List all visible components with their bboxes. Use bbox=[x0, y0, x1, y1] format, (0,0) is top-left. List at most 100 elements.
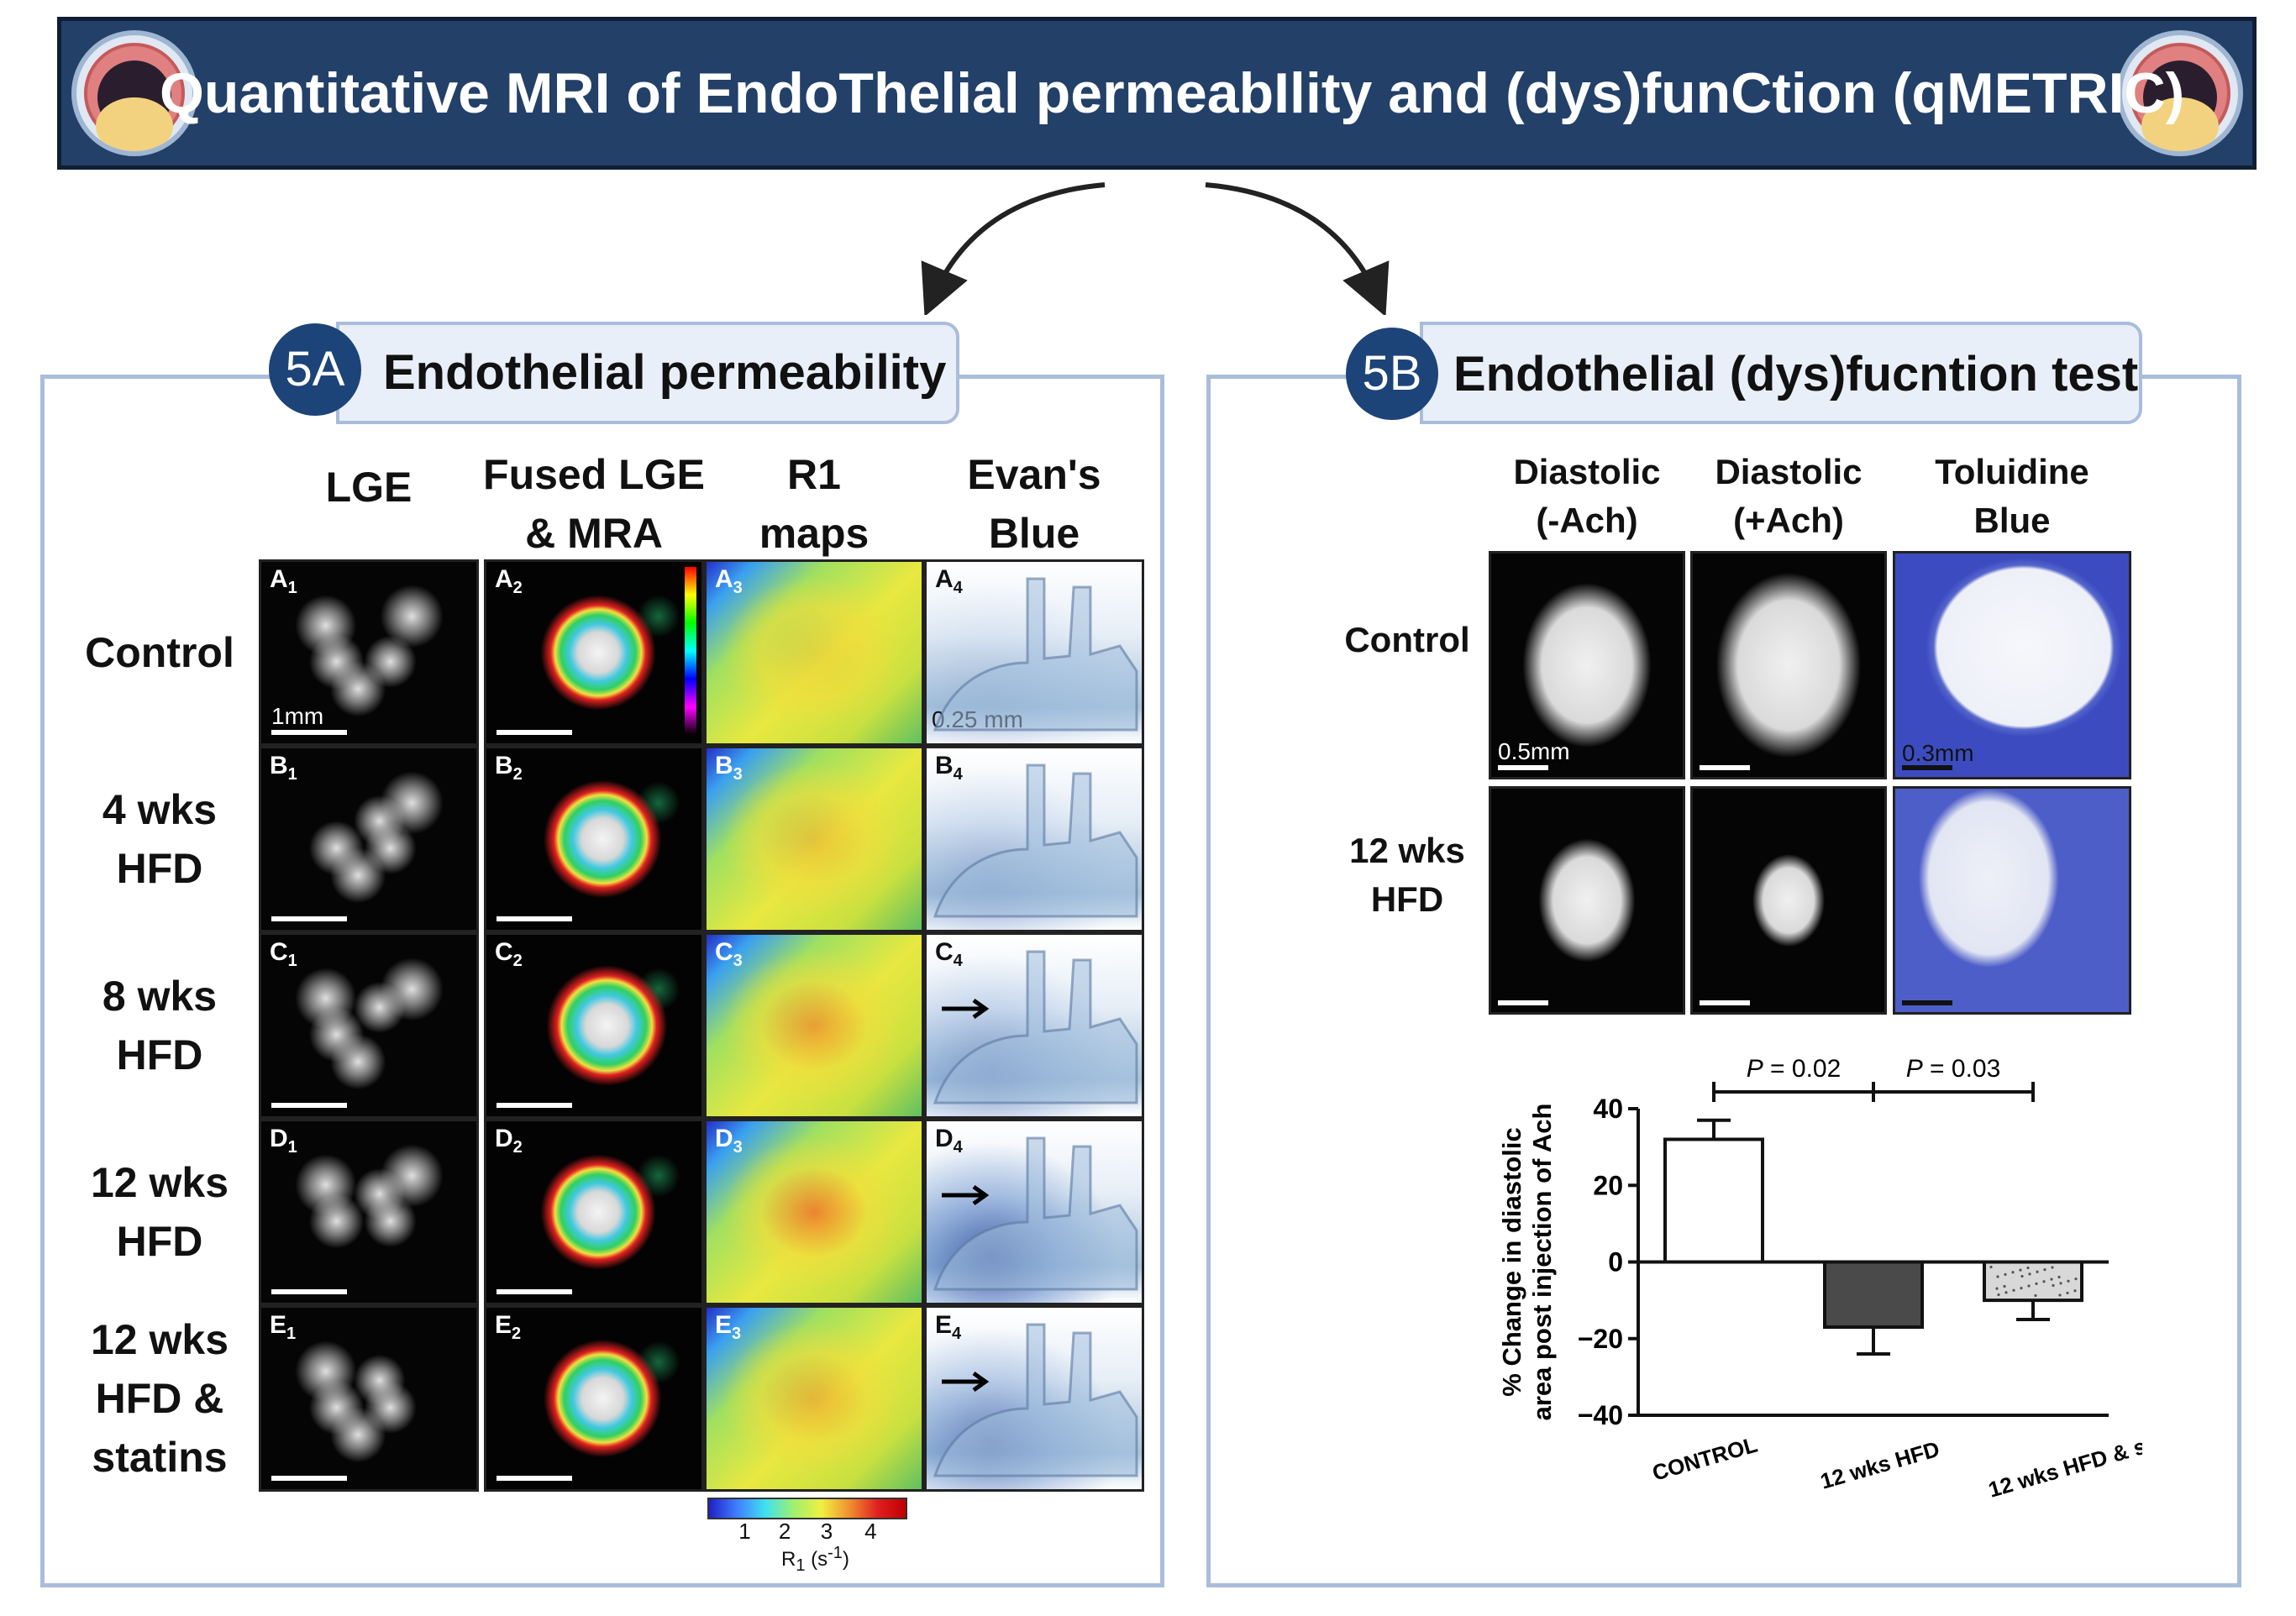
scale-bar bbox=[1498, 765, 1548, 770]
b-image-cell-0-0: 0.5mm bbox=[1489, 551, 1685, 779]
p-value: = 0.03 bbox=[1923, 1055, 2001, 1083]
cell-subscript: 3 bbox=[733, 765, 743, 784]
cell-subscript: 3 bbox=[733, 952, 743, 970]
cell-label: D2 bbox=[495, 1125, 523, 1157]
bar-stipple bbox=[2026, 1266, 2030, 1270]
cell-letter: A bbox=[495, 565, 513, 593]
bar-stipple bbox=[2036, 1270, 2039, 1273]
cell-subscript: 1 bbox=[287, 952, 297, 970]
bar-stipple bbox=[2067, 1279, 2070, 1283]
bar-0 bbox=[1663, 1137, 1764, 1264]
cell-subscript: 2 bbox=[512, 765, 523, 784]
scale-bar bbox=[1902, 1000, 1952, 1005]
image-cell-c2: C2 bbox=[484, 932, 704, 1119]
image-cell-e2: E2 bbox=[484, 1305, 704, 1492]
image-cell-e3: E3 bbox=[704, 1305, 924, 1492]
bar-stipple bbox=[1989, 1265, 1993, 1269]
y-tick-label: 0 bbox=[1608, 1247, 1623, 1278]
y-tick-label: −40 bbox=[1578, 1400, 1623, 1430]
image-cell-c3: C3 bbox=[704, 932, 924, 1119]
cell-label: B4 bbox=[935, 752, 963, 784]
bar-stipple bbox=[2042, 1280, 2046, 1283]
cell-label: E1 bbox=[270, 1311, 296, 1344]
cell-letter: E bbox=[935, 1311, 953, 1339]
cell-letter: B bbox=[935, 752, 954, 779]
image-cell-a2: A2 bbox=[484, 559, 704, 746]
row-label-1: 4 wks HFD bbox=[102, 786, 218, 892]
column-header-1: Fused LGE & MRA bbox=[483, 451, 705, 557]
image-cell-a3: A3 bbox=[704, 559, 924, 746]
bar-stipple bbox=[2057, 1275, 2061, 1279]
colorbar-tick: 1 bbox=[738, 1519, 751, 1544]
cell-label: C2 bbox=[495, 938, 523, 971]
cell-subscript: 3 bbox=[733, 579, 743, 597]
arrow-left bbox=[921, 182, 1106, 315]
colorbar-tick: 3 bbox=[820, 1519, 833, 1544]
b-column-header-2: Toluidine Blue bbox=[1935, 452, 2089, 540]
aortic-arch-drawing bbox=[933, 950, 1138, 1104]
column-header-0: LGE bbox=[325, 464, 412, 511]
bar-stipple bbox=[1997, 1293, 2000, 1297]
y-axis-label: area post injection of Ach bbox=[1527, 1104, 1557, 1421]
cell-label: B2 bbox=[495, 752, 523, 784]
cell-subscript: 2 bbox=[512, 1325, 522, 1343]
panel-5a-tab bbox=[336, 322, 959, 424]
aortic-arch-drawing bbox=[933, 1323, 1138, 1477]
column-header-3: Evan's Blue bbox=[967, 451, 1101, 557]
scale-bar bbox=[497, 1103, 572, 1108]
cell-label: C4 bbox=[935, 938, 963, 971]
cell-letter: C bbox=[495, 938, 513, 966]
cell-label: A1 bbox=[270, 565, 297, 598]
aortic-arch-drawing bbox=[933, 763, 1138, 918]
cell-letter: C bbox=[935, 938, 954, 966]
cell-subscript: 1 bbox=[287, 579, 297, 597]
scale-bar bbox=[271, 1289, 347, 1294]
aorta-shape bbox=[933, 577, 1138, 732]
scale-bar bbox=[497, 1289, 572, 1294]
cell-label: C1 bbox=[270, 938, 297, 971]
scale-bar bbox=[1700, 1000, 1750, 1005]
scale-bar bbox=[271, 1103, 347, 1108]
bar-stipple bbox=[2011, 1271, 2015, 1274]
aorta-shape bbox=[933, 1136, 1138, 1291]
p-symbol: P bbox=[1747, 1055, 1763, 1083]
cell-subscript: 3 bbox=[732, 1325, 742, 1343]
bar-stipple bbox=[2004, 1291, 2008, 1294]
bar-stipple bbox=[2073, 1289, 2077, 1293]
bar-stipple bbox=[2028, 1272, 2031, 1276]
aorta-shape bbox=[933, 1323, 1138, 1477]
image-cell-d1: D1 bbox=[259, 1119, 479, 1305]
image-cell-e4: E4 bbox=[924, 1305, 1144, 1492]
b-image-cell-0-2: 0.3mm bbox=[1893, 551, 2131, 779]
bar-stipple bbox=[2066, 1291, 2069, 1294]
cell-label: A3 bbox=[715, 565, 743, 598]
bar-stipple bbox=[2058, 1293, 2062, 1297]
vessel-cross-section-icon bbox=[2117, 30, 2243, 156]
row-label-0: Control bbox=[85, 629, 234, 676]
cell-letter: E bbox=[270, 1311, 287, 1339]
image-cell-c4: C4 bbox=[924, 932, 1144, 1119]
arrow-right bbox=[1205, 182, 1390, 315]
b-image-cell-1-0 bbox=[1489, 786, 1685, 1015]
cell-label: E2 bbox=[495, 1311, 521, 1344]
scale-bar bbox=[271, 1476, 347, 1481]
colorbar-label: R1 (s-1) bbox=[781, 1544, 849, 1575]
p-value-label: P = 0.03 bbox=[1906, 1055, 2001, 1083]
intensity-colorbar bbox=[685, 567, 696, 735]
bar-stipple bbox=[2051, 1266, 2054, 1269]
y-tick-label: 20 bbox=[1593, 1170, 1623, 1200]
aorta-shape bbox=[933, 950, 1138, 1104]
cell-subscript: 1 bbox=[287, 1138, 297, 1157]
cell-subscript: 4 bbox=[953, 952, 963, 970]
cell-label: A2 bbox=[495, 565, 523, 598]
cell-subscript: 2 bbox=[512, 1138, 523, 1157]
row-label-3: 12 wks HFD bbox=[90, 1159, 229, 1265]
cell-letter: A bbox=[270, 565, 288, 593]
bar-stipple bbox=[2020, 1274, 2024, 1278]
panel-5a-title: Endothelial permeability bbox=[383, 345, 947, 400]
cell-letter: B bbox=[715, 752, 733, 779]
cell-letter: E bbox=[715, 1311, 733, 1339]
image-cell-d3: D3 bbox=[704, 1119, 924, 1305]
bar-stipple bbox=[2012, 1288, 2015, 1292]
bar-stipple bbox=[2043, 1268, 2046, 1272]
